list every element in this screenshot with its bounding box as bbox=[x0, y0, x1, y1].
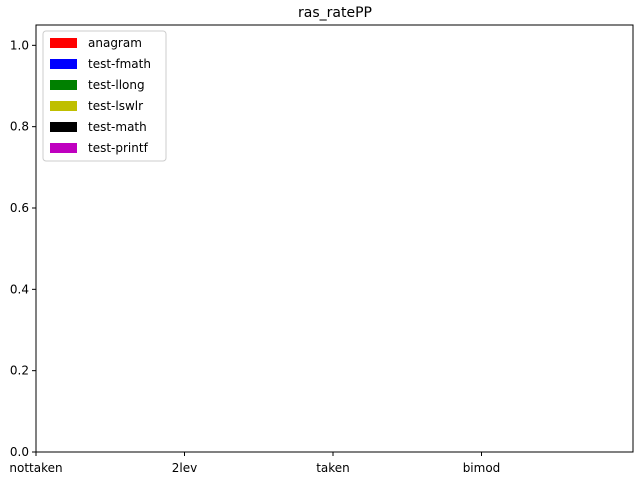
chart-title: ras_ratePP bbox=[298, 5, 372, 21]
legend-label-test-fmath: test-fmath bbox=[88, 57, 151, 71]
y-tick-label: 0.2 bbox=[10, 364, 29, 378]
legend-label-test-math: test-math bbox=[88, 120, 147, 134]
x-tick-label: bimod bbox=[463, 461, 501, 475]
legend-label-anagram: anagram bbox=[88, 36, 142, 50]
legend-swatch-test-llong bbox=[50, 80, 77, 90]
legend-label-test-lswlr: test-lswlr bbox=[88, 99, 143, 113]
legend-swatch-test-fmath bbox=[50, 59, 77, 69]
x-axis: nottaken 2lev taken bimod bbox=[9, 452, 500, 475]
legend-swatch-test-printf bbox=[50, 143, 77, 153]
x-tick-label: taken bbox=[316, 461, 350, 475]
legend-swatch-test-lswlr bbox=[50, 101, 77, 111]
legend-swatch-test-math bbox=[50, 122, 77, 132]
legend: anagram test-fmath test-llong test-lswlr tes… bbox=[42, 30, 167, 162]
x-tick-label: 2lev bbox=[172, 461, 197, 475]
x-tick-label: nottaken bbox=[9, 461, 62, 475]
legend-swatch-anagram bbox=[50, 38, 77, 48]
y-tick-label: 0.4 bbox=[10, 282, 29, 296]
plot-frame bbox=[35, 24, 634, 453]
y-tick-label: 0.0 bbox=[10, 445, 29, 459]
y-tick-label: 1.0 bbox=[10, 38, 29, 52]
legend-label-test-llong: test-llong bbox=[88, 78, 145, 92]
y-axis: 0.0 0.2 0.4 0.6 0.8 1.0 bbox=[10, 38, 36, 459]
y-tick-label: 0.8 bbox=[10, 120, 29, 134]
legend-label-test-printf: test-printf bbox=[88, 141, 149, 155]
y-tick-label: 0.6 bbox=[10, 201, 29, 215]
